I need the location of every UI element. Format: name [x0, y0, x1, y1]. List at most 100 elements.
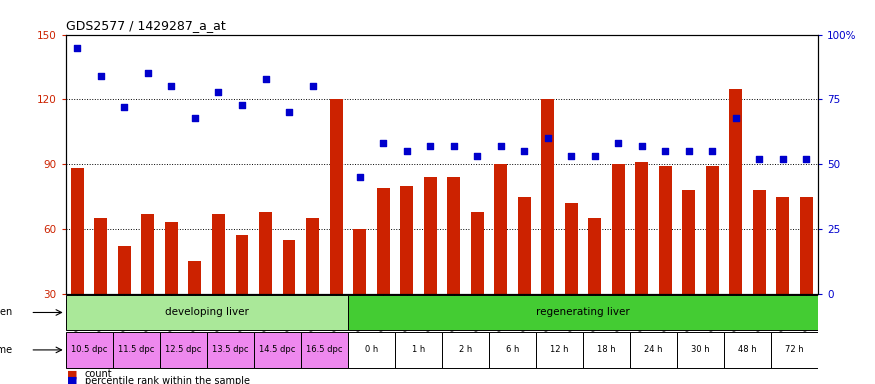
Bar: [489, 332, 536, 368]
Bar: [160, 332, 206, 368]
Point: [541, 135, 555, 141]
Point: [729, 114, 743, 121]
Bar: [424, 177, 437, 359]
Point: [212, 89, 226, 95]
Bar: [400, 186, 413, 359]
Point: [117, 104, 131, 110]
Point: [682, 148, 696, 154]
Text: 13.5 dpc: 13.5 dpc: [212, 346, 248, 354]
Point: [94, 73, 108, 79]
Bar: [283, 240, 296, 359]
Bar: [447, 177, 460, 359]
Text: 30 h: 30 h: [691, 346, 710, 354]
Bar: [354, 229, 366, 359]
Point: [588, 153, 602, 159]
Bar: [677, 332, 724, 368]
Point: [446, 143, 460, 149]
Bar: [212, 214, 225, 359]
Bar: [259, 212, 272, 359]
Bar: [113, 332, 160, 368]
Text: 11.5 dpc: 11.5 dpc: [118, 346, 154, 354]
Point: [329, 13, 343, 20]
Bar: [776, 197, 789, 359]
Text: 10.5 dpc: 10.5 dpc: [71, 346, 108, 354]
Text: time: time: [0, 345, 13, 355]
Bar: [206, 332, 254, 368]
Bar: [542, 99, 554, 359]
Bar: [348, 332, 395, 368]
Bar: [536, 332, 583, 368]
Bar: [71, 169, 84, 359]
Bar: [752, 190, 766, 359]
Bar: [235, 235, 248, 359]
Bar: [588, 218, 601, 359]
Text: 14.5 dpc: 14.5 dpc: [259, 346, 296, 354]
Point: [353, 174, 367, 180]
Text: 6 h: 6 h: [506, 346, 519, 354]
Bar: [376, 188, 389, 359]
Point: [658, 148, 672, 154]
Point: [258, 76, 272, 82]
Bar: [66, 332, 113, 368]
Text: developing liver: developing liver: [164, 308, 248, 318]
Point: [634, 143, 648, 149]
Point: [282, 109, 296, 116]
Point: [517, 148, 531, 154]
Point: [188, 114, 202, 121]
Text: 16.5 dpc: 16.5 dpc: [306, 346, 342, 354]
Bar: [583, 332, 630, 368]
Bar: [118, 246, 131, 359]
Bar: [66, 295, 348, 331]
Point: [141, 70, 155, 76]
Point: [70, 45, 84, 51]
Point: [164, 83, 178, 89]
Point: [376, 141, 390, 147]
Bar: [494, 164, 507, 359]
Text: 12.5 dpc: 12.5 dpc: [165, 346, 201, 354]
Text: ■: ■: [67, 376, 78, 384]
Bar: [442, 332, 489, 368]
Point: [305, 83, 319, 89]
Bar: [165, 222, 178, 359]
Text: 12 h: 12 h: [550, 346, 569, 354]
Text: regenerating liver: regenerating liver: [536, 308, 630, 318]
Point: [235, 101, 249, 108]
Bar: [518, 197, 530, 359]
Bar: [306, 218, 319, 359]
Text: 18 h: 18 h: [597, 346, 616, 354]
Text: count: count: [85, 369, 113, 379]
Text: percentile rank within the sample: percentile rank within the sample: [85, 376, 250, 384]
Text: ■: ■: [67, 369, 78, 379]
Point: [470, 153, 484, 159]
Point: [612, 141, 626, 147]
Bar: [635, 162, 648, 359]
Point: [424, 143, 438, 149]
Text: 2 h: 2 h: [458, 346, 472, 354]
Text: 0 h: 0 h: [365, 346, 378, 354]
Bar: [800, 197, 813, 359]
Bar: [706, 166, 718, 359]
Text: 24 h: 24 h: [644, 346, 662, 354]
Bar: [471, 212, 484, 359]
Point: [752, 156, 766, 162]
Bar: [188, 262, 201, 359]
Text: specimen: specimen: [0, 308, 13, 318]
Point: [705, 148, 719, 154]
Text: 72 h: 72 h: [785, 346, 804, 354]
Bar: [94, 218, 108, 359]
Bar: [724, 332, 771, 368]
Bar: [348, 295, 818, 331]
Bar: [395, 332, 442, 368]
Bar: [142, 214, 154, 359]
Bar: [564, 203, 578, 359]
Bar: [730, 89, 742, 359]
Point: [493, 143, 507, 149]
Point: [800, 156, 814, 162]
Bar: [659, 166, 672, 359]
Bar: [682, 190, 696, 359]
Text: GDS2577 / 1429287_a_at: GDS2577 / 1429287_a_at: [66, 19, 226, 32]
Bar: [330, 99, 342, 359]
Bar: [254, 332, 301, 368]
Point: [776, 156, 790, 162]
Bar: [771, 332, 818, 368]
